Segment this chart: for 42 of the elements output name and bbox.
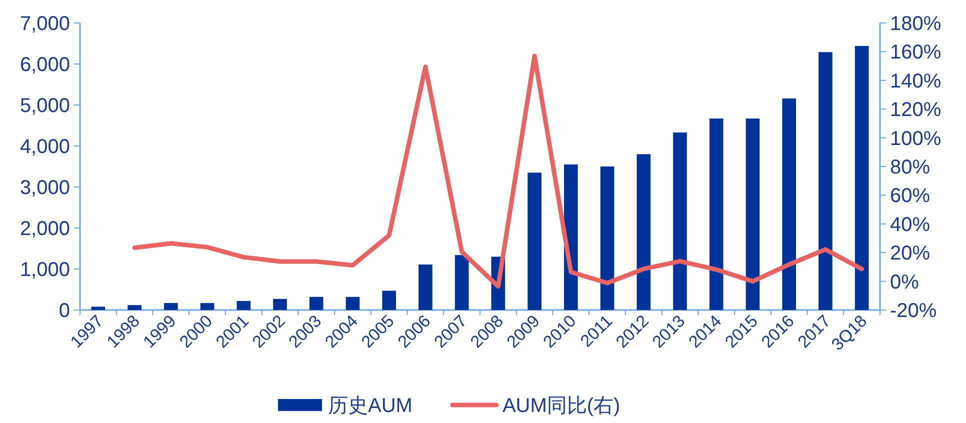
y2-tick-label: 0% (890, 271, 920, 294)
y2-tick-label: 140% (890, 70, 942, 92)
bar (200, 303, 214, 310)
bar (273, 298, 287, 310)
bar (164, 303, 178, 310)
bar (454, 255, 469, 310)
y-tick-label: 3,000 (20, 177, 70, 199)
y2-tick-label: -20% (890, 300, 937, 322)
bar (818, 52, 832, 310)
bar (91, 306, 106, 310)
y2-tick-label: 100% (890, 128, 942, 150)
bar (346, 296, 360, 310)
y-tick-label: 7,000 (20, 13, 70, 35)
line-series (132, 54, 864, 289)
bar (128, 305, 142, 310)
bar (636, 154, 651, 310)
bar (854, 46, 869, 310)
y-tick-label: 4,000 (20, 136, 70, 158)
y2-tick-label: 120% (890, 99, 942, 122)
bar (782, 98, 796, 310)
bar (309, 296, 324, 310)
y2-tick-label: 20% (890, 242, 930, 265)
bar (382, 290, 396, 310)
legend-label: AUM同比(右) (502, 395, 620, 417)
y2-tick-label: 180% (890, 13, 942, 35)
bar (709, 118, 724, 310)
legend-label: 历史AUM (328, 395, 412, 417)
y2-tick-label: 40% (890, 214, 930, 236)
y-tick-label: 0 (58, 300, 70, 322)
y2-tick-label: 80% (890, 156, 930, 178)
y2-tick-label: 60% (890, 185, 930, 208)
bar (673, 132, 687, 310)
bar (746, 118, 760, 310)
y2-tick-label: 160% (890, 42, 942, 64)
y-tick-label: 2,000 (20, 218, 70, 240)
bar (600, 166, 614, 310)
y-tick-label: 1,000 (20, 259, 70, 281)
bar (528, 172, 542, 310)
bar (418, 264, 432, 310)
bar (236, 300, 251, 310)
y-tick-label: 6,000 (20, 54, 70, 76)
y-tick-label: 5,000 (20, 95, 70, 117)
